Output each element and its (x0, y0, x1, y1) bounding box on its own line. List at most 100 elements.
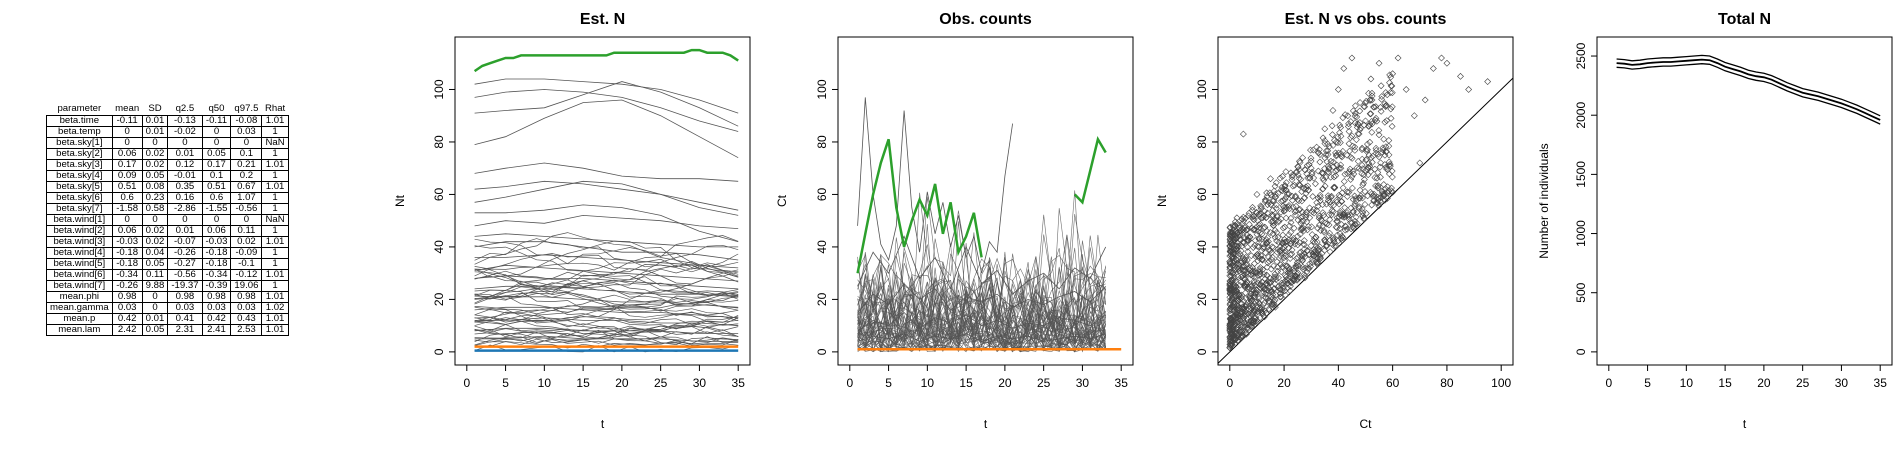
scatter-point (1265, 257, 1273, 265)
scatter-point (1270, 300, 1278, 308)
table-cell: -0.34 (111, 269, 143, 281)
scatter-point (1232, 315, 1240, 322)
scatter-point (1286, 287, 1294, 295)
scatter-point (1270, 275, 1278, 283)
scatter-point (1348, 132, 1356, 140)
scatter-point (1242, 261, 1250, 269)
x-tick-label: 10 (1680, 376, 1694, 390)
scatter-point (1271, 226, 1279, 234)
scatter-point (1269, 291, 1277, 299)
scatter-point (1253, 316, 1261, 324)
scatter-point (1356, 126, 1364, 134)
scatter-point (1248, 206, 1256, 214)
scatter-point (1281, 277, 1289, 285)
series-line (474, 247, 739, 278)
scatter-point (1241, 289, 1249, 297)
scatter-point (1389, 189, 1396, 196)
scatter-point (1368, 92, 1376, 100)
x-tick-label: 0 (1605, 376, 1612, 390)
scatter-point (1348, 154, 1356, 162)
scatter-point (1318, 169, 1326, 177)
series-line (857, 276, 1106, 348)
scatter-point (1294, 216, 1302, 224)
scatter-point (1364, 192, 1372, 200)
scatter-point (1271, 182, 1279, 190)
scatter-point (1264, 209, 1272, 217)
scatter-point (1321, 238, 1329, 246)
y-tick-label: 40 (432, 240, 446, 254)
scatter-point (1278, 286, 1286, 294)
scatter-point (1378, 188, 1386, 196)
series-line (474, 288, 739, 310)
scatter-point (1358, 170, 1366, 178)
series-line (857, 253, 1106, 353)
x-tick-label: 25 (654, 376, 668, 390)
scatter-point (1268, 300, 1275, 308)
table-cell: 1.01 (261, 324, 289, 336)
scatter-point (1228, 329, 1236, 337)
scatter-point (1240, 314, 1247, 322)
scatter-point (1316, 243, 1324, 251)
scatter-point (1332, 152, 1340, 160)
scatter-point (1277, 289, 1285, 297)
y-tick-label: 0 (1195, 348, 1209, 355)
scatter-point (1321, 140, 1329, 147)
scatter-point (1299, 224, 1307, 232)
scatter-point (1308, 223, 1316, 231)
x-tick-label: 80 (1440, 376, 1454, 390)
scatter-point (1322, 173, 1330, 181)
scatter-point (1357, 192, 1365, 200)
y-tick-label: 20 (815, 292, 829, 306)
series-line (474, 78, 739, 114)
scatter-point (1263, 271, 1271, 279)
chart-title: Est. N vs obs. counts (1285, 11, 1447, 28)
scatter-point (1375, 131, 1383, 139)
series-line (474, 305, 739, 323)
table-row: beta.wind[4] -0.18 0.04 -0.26 -0.18 -0.09 1 (46, 247, 289, 259)
scatter-point (1250, 273, 1258, 281)
x-tick-label: 30 (1835, 376, 1849, 390)
x-axis-label: t (601, 417, 605, 431)
scatter-point (1246, 292, 1254, 300)
scatter-point (1291, 273, 1299, 281)
plot-frame (454, 36, 751, 366)
scatter-point (1340, 178, 1348, 185)
series-line (857, 196, 1106, 345)
y-tick-label: 0 (432, 348, 446, 355)
scatter-point (1349, 208, 1357, 216)
scatter-point (1239, 130, 1247, 138)
scatter-point (1228, 240, 1236, 247)
scatter-point (1242, 226, 1250, 234)
scatter-point (1333, 217, 1341, 225)
scatter-point (1256, 210, 1263, 218)
scatter-point (1333, 196, 1340, 204)
scatter-point (1296, 181, 1303, 189)
scatter-point (1285, 190, 1293, 198)
scatter-point (1286, 205, 1293, 213)
scatter-point (1366, 163, 1374, 170)
scatter-point (1351, 146, 1359, 154)
scatter-point (1287, 219, 1295, 226)
scatter-point (1242, 254, 1250, 261)
scatter-point (1272, 205, 1280, 212)
scatter-point (1358, 144, 1366, 152)
scatter-point (1303, 268, 1311, 276)
scatter-point (1273, 201, 1280, 209)
scatter-point (1352, 197, 1360, 205)
y-tick-label: 80 (432, 135, 446, 149)
table-cell: -0.26 (111, 280, 143, 292)
y-tick-label: 1000 (1574, 220, 1588, 247)
x-tick-label: 10 (921, 376, 935, 390)
scatter-point (1254, 250, 1262, 258)
scatter-point (1330, 173, 1338, 181)
scatter-point (1236, 281, 1244, 289)
scatter-point (1229, 294, 1237, 302)
scatter-point (1305, 161, 1313, 169)
scatter-point (1322, 147, 1330, 155)
scatter-point (1319, 209, 1327, 217)
scatter-point (1394, 54, 1402, 62)
series-line (474, 284, 739, 306)
scatter-point (1293, 272, 1301, 280)
scatter-point (1304, 186, 1312, 194)
identity-line (1218, 77, 1513, 364)
